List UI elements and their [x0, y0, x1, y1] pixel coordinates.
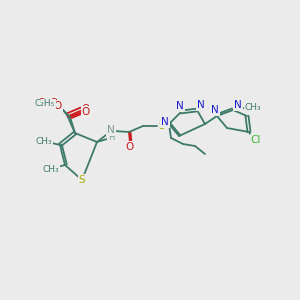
- Text: CH₃: CH₃: [245, 103, 261, 112]
- Text: O: O: [54, 101, 62, 111]
- Text: CH₃: CH₃: [36, 136, 52, 146]
- Text: C₂H₅: C₂H₅: [35, 100, 55, 109]
- Text: N: N: [176, 101, 184, 111]
- Text: O: O: [37, 98, 45, 108]
- Text: N: N: [161, 117, 169, 127]
- Text: O: O: [50, 98, 58, 108]
- Text: CH₃: CH₃: [43, 164, 59, 173]
- Text: O: O: [126, 142, 134, 152]
- Text: S: S: [79, 175, 85, 185]
- Text: H: H: [108, 133, 114, 142]
- Text: S: S: [159, 121, 165, 131]
- Text: N: N: [211, 105, 219, 115]
- Text: Cl: Cl: [251, 135, 261, 145]
- Text: N: N: [234, 100, 242, 110]
- Text: O: O: [82, 104, 90, 114]
- Text: N: N: [107, 125, 115, 135]
- Text: N: N: [197, 100, 205, 110]
- Text: O: O: [82, 107, 90, 117]
